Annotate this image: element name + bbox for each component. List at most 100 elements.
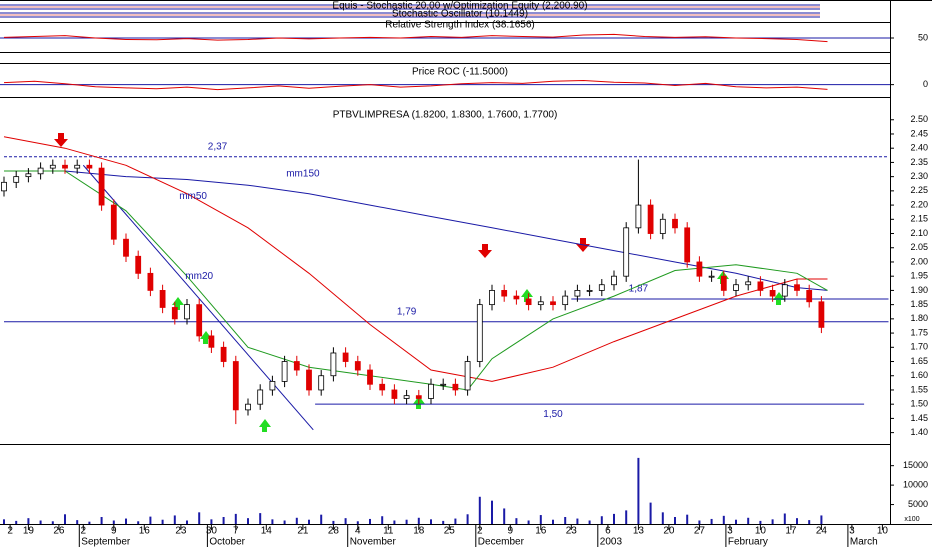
y-tick-label: 1.60 [910,370,928,380]
candle-body [635,204,642,229]
volume-bar [247,518,249,524]
volume-bar [234,513,237,524]
volume-bar [747,517,750,524]
volume-bar [64,514,66,524]
month-label: October [209,537,245,547]
candle-body [379,383,386,391]
level-label: 1,87 [629,284,649,295]
volume-bar [259,513,262,524]
volume-bar [588,520,591,524]
volume-bar [686,514,689,524]
volume-bar [466,514,469,524]
volume-bar [771,519,774,524]
volume-bar [698,520,701,524]
candle-body [318,375,325,391]
candle-body [611,275,617,286]
level-label: 1,50 [543,409,563,420]
y-tick-label: 50 [918,32,928,42]
volume-bar [552,519,554,524]
y-tick-label: 2.45 [910,128,928,138]
candle-body [415,395,422,399]
candle-body [684,227,691,263]
volume-bar [625,510,628,524]
y-tick-label: 1.40 [910,427,928,437]
candle-body [62,164,68,169]
x-tick-label: 16 [535,526,547,537]
x-tick-label: 16 [139,526,151,537]
indicator-line [3,79,828,91]
volume-bar [613,513,615,524]
x-tick-label: 9 [508,526,514,537]
candle-body [513,295,520,300]
candle-body [537,301,544,306]
y-tick-label: 2.05 [910,242,928,252]
volume-bar [149,516,152,524]
x-tick-label: 2 [477,526,483,537]
candle-body [574,290,581,297]
candle-body [659,218,666,234]
candle-body [74,164,81,169]
panel-title: Equis - Stochastic 20,00 w/Optimization … [332,1,587,12]
volume-bar [51,521,54,524]
y-tick-label: 15000 [903,460,928,470]
volume-bar [478,496,481,524]
stochastic-lines [0,4,820,18]
volume-bar [808,520,811,524]
candle-body [794,284,800,291]
volume-bar [796,518,798,524]
month-label: 2003 [600,537,623,547]
y-tick-label: 10000 [903,479,928,489]
candle-body [306,369,312,391]
x-tick-label: 2 [81,526,87,537]
y-tick-label: 1.85 [910,299,928,309]
candle-body [232,361,239,411]
candle-body [110,204,117,240]
y-tick-label: 0 [923,79,928,89]
volume-bar [271,519,274,524]
candle-body [464,361,471,391]
candle-body [257,389,264,405]
series-label: mm150 [286,168,320,179]
candle-body [757,281,764,291]
y-tick-label: 2.00 [910,256,928,266]
volume-bar [222,517,225,524]
x-tick-label: 30 [206,526,218,537]
candle-body [281,361,288,382]
volume-bar [88,521,91,524]
y-tick-label: 1.90 [910,285,928,295]
volume-bar [722,515,725,524]
volume-bar [76,520,79,524]
candle-body [647,204,654,234]
volume-bar [369,518,371,524]
volume-bar [112,520,115,524]
x-tick-label: 14 [261,526,273,537]
panel-subtitle: Stochastic Oscillator (10.1449) [392,9,528,20]
candle-body [452,383,459,391]
x-tick-label: 10 [877,526,889,537]
candle-body [98,167,105,206]
x-tick-label: 27 [694,526,706,537]
candle-body [342,352,349,362]
volume-bar [661,512,664,524]
volume-bar [783,513,786,524]
candle-body [184,304,190,320]
x-tick-label: 20 [663,526,675,537]
series-label: mm50 [179,191,207,202]
candle-body [720,275,727,291]
y-tick-label: 1.70 [910,342,928,352]
month-label: December [478,537,525,547]
candle-body [733,284,739,291]
panel-frames [0,0,932,525]
candle-body [550,301,556,306]
series-label: mm20 [185,271,213,282]
candle-body [391,389,398,399]
x-tick-label: 18 [413,526,425,537]
volume-bar [15,520,18,524]
panel-title: PTBVLIMPRESA (1.8200, 1.8300, 1.7600, 1.… [333,110,558,121]
level-label: 2,37 [208,141,228,152]
volume-bar [759,520,762,524]
candle-body [428,383,434,399]
x-tick-label: 7 [233,526,239,537]
volume-bar [491,500,493,524]
